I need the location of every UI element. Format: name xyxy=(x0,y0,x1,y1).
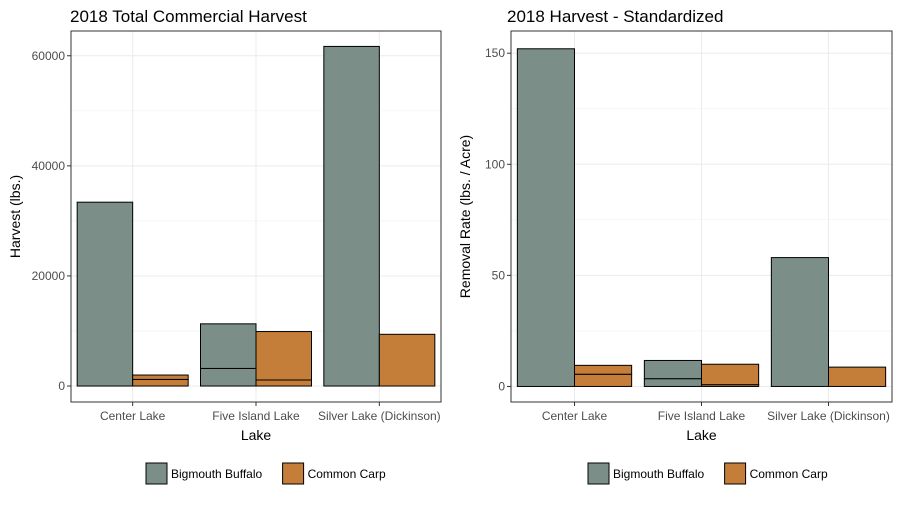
bar-bigmouth-buffalo-center-lake xyxy=(516,48,575,387)
bar-bigmouth-buffalo-five-island-lake xyxy=(200,367,257,387)
bar-bigmouth-buffalo-silver-lake-dickinson xyxy=(770,257,829,387)
bar-bigmouth-buffalo-five-island-lake xyxy=(643,378,702,387)
x-axis-title: Lake xyxy=(686,427,717,443)
bar-layer xyxy=(516,48,887,387)
y-tick-label: 0 xyxy=(58,379,65,393)
legend-label-common-carp: Common Carp xyxy=(750,467,828,481)
legend-label-common-carp: Common Carp xyxy=(308,467,386,481)
bar-bigmouth-buffalo-silver-lake-dickinson xyxy=(323,45,380,387)
chart-title: 2018 Total Commercial Harvest xyxy=(70,7,307,26)
tick-layer: 0 20000 40000 60000 Center Lake Five Island L… xyxy=(32,49,441,423)
x-axis-title: Lake xyxy=(241,427,272,443)
y-axis-title: Harvest (lbs.) xyxy=(7,175,23,258)
x-tick-label: Center Lake xyxy=(542,409,608,423)
bar-bigmouth-buffalo-five-island-lake xyxy=(643,359,702,380)
legend-swatch-common-carp xyxy=(724,462,747,485)
legend-swatch-common-carp xyxy=(282,462,305,485)
y-tick-label: 150 xyxy=(485,46,505,60)
x-tick-label: Five Island Lake xyxy=(212,409,300,423)
y-tick-label: 100 xyxy=(485,157,505,171)
y-axis-title: Removal Rate (lbs. / Acre) xyxy=(457,135,473,298)
chart-panel-standardized-harvest: 2018 Harvest - Standardized 0 50 100 150 Cen… xyxy=(457,7,893,485)
x-tick-label: Center Lake xyxy=(100,409,166,423)
legend-swatch-bigmouth-buffalo xyxy=(145,462,168,485)
chart-title: 2018 Harvest - Standardized xyxy=(507,7,723,26)
bar-common-carp-five-island-lake xyxy=(255,379,312,387)
bar-common-carp-silver-lake-dickinson xyxy=(828,366,887,387)
bar-common-carp-center-lake xyxy=(132,374,189,380)
x-tick-label: Silver Lake (Dickinson) xyxy=(318,409,441,423)
bar-common-carp-five-island-lake xyxy=(701,363,760,386)
bar-common-carp-five-island-lake xyxy=(255,331,312,381)
bar-common-carp-silver-lake-dickinson xyxy=(378,333,436,387)
y-tick-label: 60000 xyxy=(32,49,66,63)
y-tick-label: 0 xyxy=(498,379,505,393)
x-tick-label: Five Island Lake xyxy=(658,409,746,423)
chart-panel-total-harvest: 2018 Total Commercial Harvest 0 20000 4000… xyxy=(7,7,442,485)
bar-bigmouth-buffalo-center-lake xyxy=(76,201,134,387)
bar-common-carp-center-lake xyxy=(132,378,189,387)
y-tick-label: 50 xyxy=(492,268,506,282)
legend-label-bigmouth-buffalo: Bigmouth Buffalo xyxy=(171,467,262,481)
tick-layer: 0 50 100 150 Center Lake Five Island Lake Silv… xyxy=(485,46,890,423)
y-tick-label: 20000 xyxy=(32,269,66,283)
legend: Bigmouth Buffalo Common Carp xyxy=(145,462,386,485)
bar-layer xyxy=(76,45,436,387)
bar-common-carp-center-lake xyxy=(574,364,633,375)
legend-swatch-bigmouth-buffalo xyxy=(587,462,610,485)
x-tick-label: Silver Lake (Dickinson) xyxy=(767,409,890,423)
bar-common-carp-center-lake xyxy=(574,373,633,387)
legend: Bigmouth Buffalo Common Carp xyxy=(587,462,828,485)
y-tick-label: 40000 xyxy=(32,159,66,173)
legend-label-bigmouth-buffalo: Bigmouth Buffalo xyxy=(613,467,704,481)
bar-bigmouth-buffalo-five-island-lake xyxy=(200,323,257,369)
